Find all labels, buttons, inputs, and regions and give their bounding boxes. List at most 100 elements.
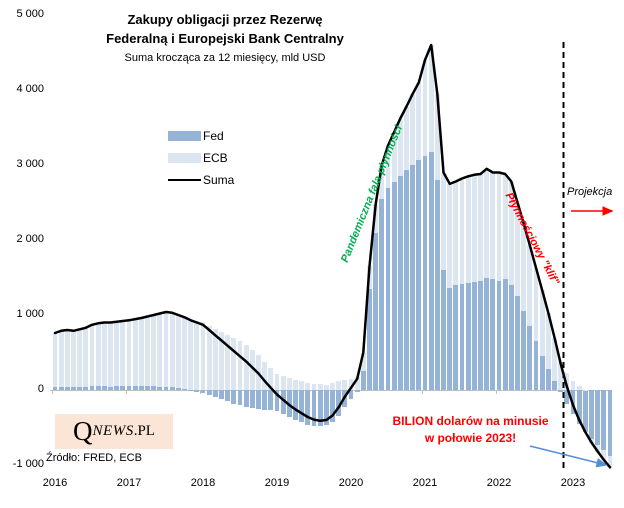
bar-segment xyxy=(188,390,194,391)
bar-segment xyxy=(225,390,231,402)
bar-segment xyxy=(539,290,545,357)
bar-segment xyxy=(354,376,360,390)
bar-segment xyxy=(330,390,335,423)
bar-segment xyxy=(101,386,107,390)
bar-segment xyxy=(71,330,76,388)
bar-segment xyxy=(169,387,175,390)
bar-segment xyxy=(484,277,490,390)
bar-segment xyxy=(83,386,89,390)
bar-segment xyxy=(379,198,385,390)
bar-segment xyxy=(484,168,490,278)
bar-segment xyxy=(64,330,70,387)
bar-segment xyxy=(582,390,588,391)
bar-segment xyxy=(95,385,101,390)
bar-segment xyxy=(428,45,434,153)
chart-title-line2: Federalną i Europejski Bank Centralny xyxy=(106,31,344,46)
source-note: Źródło: FRED, ECB xyxy=(46,452,142,464)
bar-segment xyxy=(52,333,58,387)
bar-segment xyxy=(311,390,317,426)
bar-segment xyxy=(157,313,163,387)
bar-segment xyxy=(169,312,175,388)
annotation-billion-line1: BILION dolarów na minusie xyxy=(392,414,549,428)
bar-segment xyxy=(219,390,224,399)
bar-segment xyxy=(410,93,416,165)
y-tick-label: 4 000 xyxy=(16,83,44,95)
bar-segment xyxy=(545,312,551,369)
bar-segment xyxy=(502,279,508,390)
x-tick-label: 2016 xyxy=(42,477,68,489)
bar-segment xyxy=(441,270,446,390)
bar-segment xyxy=(132,385,138,390)
bar-segment xyxy=(293,379,298,390)
bar-segment xyxy=(323,390,329,426)
bar-segment xyxy=(465,176,471,283)
bar-segment xyxy=(552,337,557,381)
bar-segment xyxy=(490,172,496,279)
bar-segment xyxy=(453,285,459,390)
bar-segment xyxy=(212,328,218,390)
bar-segment xyxy=(317,384,323,390)
bar-segment xyxy=(64,387,70,390)
bar-segment xyxy=(280,375,286,390)
fed-swatch-icon xyxy=(168,131,201,141)
legend-label-suma: Suma xyxy=(203,173,235,187)
bar-segment xyxy=(552,381,557,390)
bar-segment xyxy=(163,387,169,390)
bar-segment xyxy=(447,183,453,288)
bar-segment xyxy=(225,334,231,390)
bar-segment xyxy=(428,152,434,390)
bar-segment xyxy=(539,356,545,390)
legend-label-ecb: ECB xyxy=(203,151,228,165)
bar-segment xyxy=(527,245,533,327)
bar-segment xyxy=(422,60,428,156)
bar-segment xyxy=(286,390,292,417)
bar-segment xyxy=(373,204,379,233)
bar-segment xyxy=(114,386,120,390)
bar-segment xyxy=(564,390,570,404)
bar-segment xyxy=(243,345,249,390)
bar-segment xyxy=(274,373,280,390)
bar-segment xyxy=(206,325,212,390)
bar-segment xyxy=(441,172,446,270)
bar-segment xyxy=(293,390,298,420)
y-tick-label: 5 000 xyxy=(16,8,44,20)
bar-segment xyxy=(478,174,483,282)
bar-segment xyxy=(280,390,286,414)
bar-segment xyxy=(471,174,477,282)
bar-segment xyxy=(607,456,613,468)
bar-segment xyxy=(595,390,601,445)
bar-segment xyxy=(249,349,255,390)
bar-segment xyxy=(342,379,348,390)
x-tick-mark xyxy=(52,390,53,394)
bar-segment xyxy=(367,266,372,289)
qnews-logo-pl: .PL xyxy=(133,423,155,439)
qnews-logo: Q NEWS .PL xyxy=(55,414,173,449)
bar-segment xyxy=(58,330,64,387)
bar-segment xyxy=(120,385,126,390)
bar-segment xyxy=(404,170,409,390)
bar-segment xyxy=(108,322,113,387)
bar-segment xyxy=(601,390,607,450)
bar-segment xyxy=(237,390,243,405)
bar-segment xyxy=(299,381,305,390)
suma-line-swatch-icon xyxy=(168,179,201,181)
bar-segment xyxy=(434,180,440,390)
bar-segment xyxy=(416,159,422,390)
bar-segment xyxy=(231,390,237,404)
bar-segment xyxy=(145,316,150,386)
bar-segment xyxy=(151,315,157,387)
chart-title-line1: Zakupy obligacji przez Rezerwę xyxy=(127,12,323,27)
x-tick-label: 2022 xyxy=(486,477,512,489)
bar-segment xyxy=(305,390,311,425)
bar-segment xyxy=(138,385,144,390)
legend-item-fed: Fed xyxy=(168,125,234,147)
bar-segment xyxy=(589,390,594,439)
bar-segment xyxy=(262,390,268,410)
ecb-swatch-icon xyxy=(168,153,201,163)
y-tick-label: 0 xyxy=(37,383,44,395)
bar-segment xyxy=(545,369,551,390)
bar-segment xyxy=(268,367,274,390)
bar-segment xyxy=(496,281,502,390)
bar-segment xyxy=(582,390,588,432)
